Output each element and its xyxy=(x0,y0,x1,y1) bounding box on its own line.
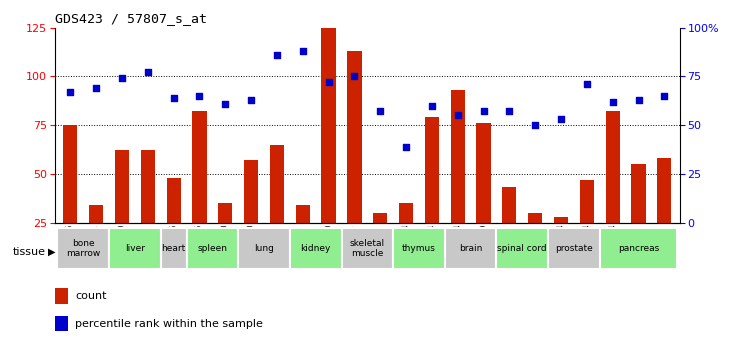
Bar xyxy=(55,288,67,304)
Point xyxy=(323,79,335,85)
Point xyxy=(168,95,180,100)
Bar xyxy=(238,228,290,269)
Bar xyxy=(89,205,103,271)
Bar xyxy=(425,117,439,271)
Bar xyxy=(295,205,310,271)
Bar xyxy=(399,203,413,271)
Bar xyxy=(444,228,496,269)
Point xyxy=(374,109,386,114)
Point xyxy=(581,81,593,87)
Bar xyxy=(496,228,548,269)
Point xyxy=(116,76,128,81)
Text: liver: liver xyxy=(125,244,145,253)
Bar xyxy=(115,150,129,271)
Point xyxy=(91,85,102,91)
Text: spleen: spleen xyxy=(197,244,227,253)
Point xyxy=(194,93,205,99)
Bar xyxy=(270,145,284,271)
Text: bone
marrow: bone marrow xyxy=(66,239,100,258)
Point xyxy=(297,48,308,54)
Text: skeletal
muscle: skeletal muscle xyxy=(349,239,385,258)
Point xyxy=(271,52,283,58)
Bar xyxy=(599,228,677,269)
Bar xyxy=(322,28,336,271)
Point xyxy=(555,117,567,122)
Text: thymus: thymus xyxy=(402,244,436,253)
Bar xyxy=(244,160,258,271)
Bar xyxy=(548,228,599,269)
Bar xyxy=(58,228,109,269)
Bar xyxy=(373,213,387,271)
Text: tissue: tissue xyxy=(12,247,45,257)
Bar xyxy=(186,228,238,269)
Text: spinal cord: spinal cord xyxy=(498,244,547,253)
Bar xyxy=(347,51,362,271)
Point xyxy=(452,112,463,118)
Bar xyxy=(341,228,393,269)
Text: GDS423 / 57807_s_at: GDS423 / 57807_s_at xyxy=(55,12,207,25)
Bar xyxy=(528,213,542,271)
Point xyxy=(142,70,154,75)
Point xyxy=(400,144,412,149)
Text: brain: brain xyxy=(459,244,482,253)
Point xyxy=(632,97,644,102)
Bar xyxy=(393,228,444,269)
Bar xyxy=(167,178,181,271)
Text: kidney: kidney xyxy=(300,244,331,253)
Text: prostate: prostate xyxy=(555,244,593,253)
Bar xyxy=(580,180,594,271)
Bar xyxy=(161,228,186,269)
Text: lung: lung xyxy=(254,244,274,253)
Point xyxy=(529,122,541,128)
Bar xyxy=(477,123,491,271)
Point xyxy=(607,99,618,105)
Point xyxy=(659,93,670,99)
Text: count: count xyxy=(75,291,107,301)
Bar xyxy=(554,217,568,271)
Point xyxy=(219,101,231,106)
Text: pancreas: pancreas xyxy=(618,244,659,253)
Point xyxy=(64,89,76,95)
Bar xyxy=(657,158,672,271)
Point xyxy=(477,109,489,114)
Bar xyxy=(63,125,77,271)
Bar xyxy=(109,228,161,269)
Bar xyxy=(55,316,67,332)
Point xyxy=(504,109,515,114)
Point xyxy=(426,103,438,108)
Point xyxy=(246,97,257,102)
Bar xyxy=(290,228,341,269)
Text: percentile rank within the sample: percentile rank within the sample xyxy=(75,319,263,329)
Bar xyxy=(140,150,155,271)
Bar xyxy=(192,111,207,271)
Point xyxy=(349,73,360,79)
Text: ▶: ▶ xyxy=(48,247,55,257)
Bar xyxy=(450,90,465,271)
Bar xyxy=(218,203,232,271)
Bar xyxy=(502,187,517,271)
Text: heart: heart xyxy=(162,244,186,253)
Bar xyxy=(632,164,645,271)
Bar xyxy=(605,111,620,271)
